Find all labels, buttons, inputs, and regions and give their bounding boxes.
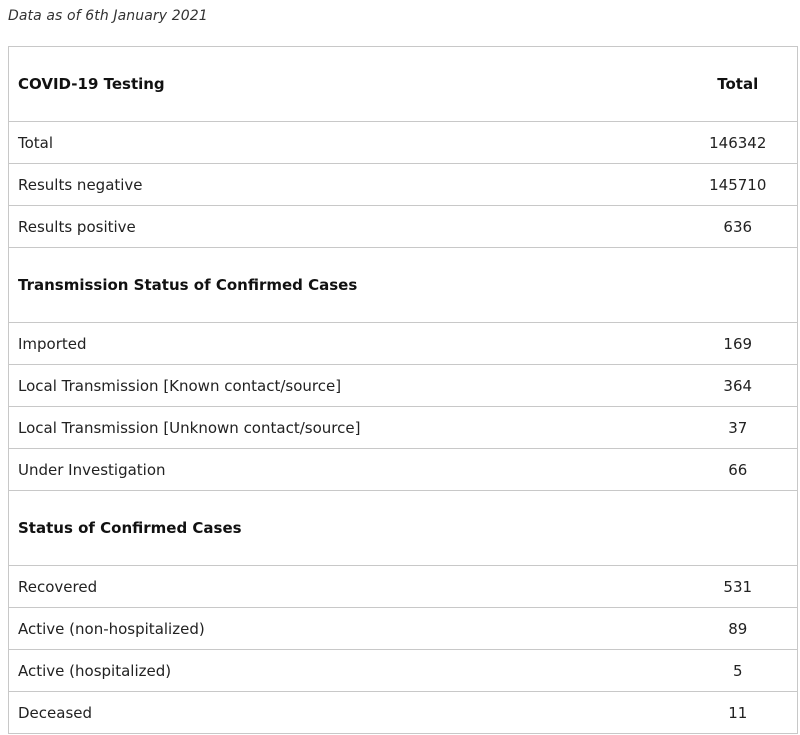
row-label: Deceased [8,691,609,734]
section-header-transmission: Transmission Status of Confirmed Cases [8,247,798,323]
row-label: Active (non-hospitalized) [8,607,609,650]
row-value: 5 [608,649,798,692]
row-value: 37 [608,406,798,449]
table-row: Local Transmission [Unknown contact/sour… [8,406,798,449]
table-row: Results negative 145710 [8,163,798,206]
table-row: Local Transmission [Known contact/source… [8,364,798,407]
row-label: Imported [8,322,609,365]
row-label: Recovered [8,565,609,608]
section-empty-cell [608,247,798,323]
row-value: 146342 [608,121,798,164]
table-row: Recovered 531 [8,565,798,608]
data-date-caption: Data as of 6th January 2021 [8,8,208,24]
table-row: Deceased 11 [8,691,798,734]
row-label: Results negative [8,163,609,206]
covid-testing-table: COVID-19 Testing Total Total 146342 Resu… [8,46,798,734]
table-row: Under Investigation 66 [8,448,798,491]
section-title: Status of Confirmed Cases [8,490,609,566]
row-label: Results positive [8,205,609,248]
section-header-status: Status of Confirmed Cases [8,490,798,566]
table-row: Imported 169 [8,322,798,365]
section-title: Transmission Status of Confirmed Cases [8,247,609,323]
table-header-row: COVID-19 Testing Total [8,46,798,122]
row-value: 636 [608,205,798,248]
row-label: Active (hospitalized) [8,649,609,692]
header-label: COVID-19 Testing [8,46,609,122]
header-value: Total [608,46,798,122]
row-value: 89 [608,607,798,650]
section-empty-cell [608,490,798,566]
row-value: 364 [608,364,798,407]
row-label: Total [8,121,609,164]
row-label: Local Transmission [Unknown contact/sour… [8,406,609,449]
row-value: 11 [608,691,798,734]
row-value: 66 [608,448,798,491]
row-value: 169 [608,322,798,365]
row-label: Local Transmission [Known contact/source… [8,364,609,407]
table-row: Total 146342 [8,121,798,164]
row-label: Under Investigation [8,448,609,491]
table-row: Results positive 636 [8,205,798,248]
table-row: Active (non-hospitalized) 89 [8,607,798,650]
row-value: 531 [608,565,798,608]
row-value: 145710 [608,163,798,206]
table-row: Active (hospitalized) 5 [8,649,798,692]
